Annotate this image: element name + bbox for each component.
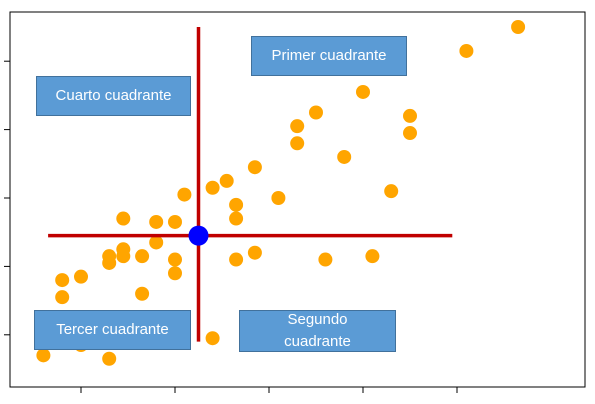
data-point-29 — [290, 136, 305, 151]
plot-frame — [9, 11, 586, 388]
data-point-16 — [168, 266, 182, 281]
data-point-15 — [149, 214, 164, 229]
chart-axes — [4, 11, 586, 393]
data-point-36 — [384, 184, 399, 199]
data-point-21 — [205, 180, 220, 195]
data-point-32 — [318, 252, 333, 267]
data-point-17 — [168, 252, 182, 267]
data-point-35 — [365, 249, 380, 264]
data-point-10 — [116, 242, 131, 257]
data-point-33 — [337, 149, 352, 164]
data-point-31 — [309, 105, 323, 120]
center-marker — [188, 225, 209, 246]
data-point-18 — [168, 214, 182, 229]
data-point-7 — [102, 249, 117, 264]
data-point-11 — [116, 211, 131, 226]
data-point-13 — [135, 249, 150, 264]
data-point-26 — [247, 245, 262, 260]
data-point-12 — [135, 286, 150, 301]
data-point-1 — [55, 290, 70, 305]
quadrant-label-cuarto: Cuarto cuadrante — [36, 76, 191, 116]
data-point-30 — [290, 119, 305, 134]
center-marker-group — [188, 225, 209, 246]
data-point-0 — [36, 348, 51, 363]
data-point-28 — [271, 191, 286, 205]
data-point-37 — [403, 126, 417, 141]
data-point-19 — [177, 187, 192, 202]
quadrant-label-tercer: Tercer cuadrante — [34, 310, 191, 350]
data-point-4 — [74, 269, 88, 284]
quadrant-lines — [48, 27, 453, 342]
data-point-38 — [403, 108, 417, 123]
quadrant-label-primer: Primer cuadrante — [251, 36, 407, 76]
quadrant-label-segundo: Segundo cuadrante — [239, 310, 396, 352]
data-point-24 — [229, 197, 244, 212]
data-point-40 — [511, 20, 526, 34]
data-point-34 — [356, 84, 370, 99]
data-point-25 — [219, 173, 234, 188]
data-point-2 — [55, 273, 70, 288]
data-point-23 — [229, 211, 244, 226]
data-point-14 — [149, 235, 164, 250]
data-point-20 — [205, 331, 220, 346]
data-point-22 — [229, 252, 244, 267]
data-point-27 — [247, 160, 262, 175]
data-points — [36, 20, 526, 366]
data-point-39 — [459, 43, 474, 58]
data-point-5 — [102, 351, 117, 366]
